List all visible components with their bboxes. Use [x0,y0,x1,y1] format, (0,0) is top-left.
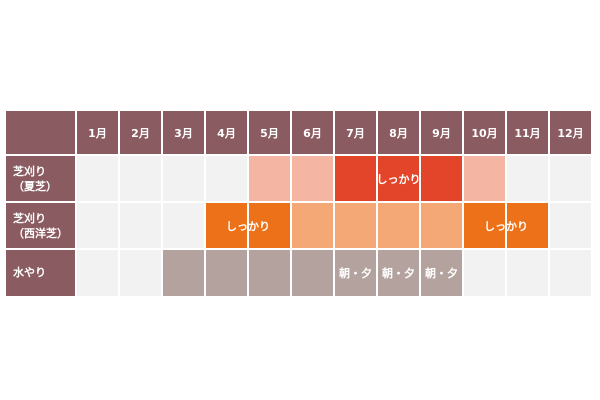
schedule-cell [119,155,162,202]
schedule-cell [291,202,334,249]
schedule-cell [377,155,420,202]
schedule-cell [463,155,506,202]
schedule-cell [506,249,549,296]
grid-line [6,154,592,156]
schedule-cell [334,249,377,296]
row-header-western: 芝刈り （西洋芝） [6,202,76,249]
activity-label: 朝・夕 [382,266,415,280]
schedule-cell [463,249,506,296]
schedule-cell [248,202,291,249]
activity-label: しっかり [376,172,421,186]
grid-line [247,111,249,296]
activity-label: 朝・夕 [425,266,458,280]
schedule-cell [76,249,119,296]
month-header: 7月 [334,111,377,155]
schedule-cell [334,202,377,249]
grid-line [376,111,378,296]
grid-line [161,111,163,296]
activity-label: しっかり [226,219,270,233]
month-header: 12月 [549,111,592,155]
schedule-cell [205,249,248,296]
schedule-cell [119,249,162,296]
row-header-water: 水やり [6,249,76,296]
grid-line [333,111,335,296]
schedule-cell [549,202,592,249]
grid-line [548,111,550,296]
grid-line [505,111,507,296]
row-header-summer: 芝刈り （夏芝） [6,155,76,202]
activity-label: 朝・夕 [339,266,372,280]
row-label-line1: 芝刈り [13,164,46,178]
grid-line [462,111,464,296]
month-header: 11月 [506,111,549,155]
schedule-table: 1月 2月 3月 4月 5月 6月 7月 8月 9月 10月 11月 12月 芝刈り （夏芝） 芝刈り （西洋… [6,111,593,297]
schedule-cell [76,202,119,249]
row-label-line1: 芝刈り [13,211,46,225]
schedule-cell [205,202,248,249]
header-corner [6,111,76,155]
month-header: 9月 [420,111,463,155]
month-header: 10月 [463,111,506,155]
row-label-line2: （西洋芝） [13,226,68,240]
schedule-cell [549,249,592,296]
month-header: 1月 [76,111,119,155]
activity-label: しっかり [484,219,528,233]
schedule-cell [420,249,463,296]
grid-line [118,111,120,296]
grid-line [290,111,292,296]
schedule-cell [377,249,420,296]
month-header: 3月 [162,111,205,155]
schedule-cell [420,155,463,202]
grid-line [419,111,421,296]
schedule-cell [506,202,549,249]
schedule-cell [377,202,420,249]
month-header: 2月 [119,111,162,155]
month-header: 6月 [291,111,334,155]
month-header: 4月 [205,111,248,155]
row-label-line1: 水やり [13,266,46,279]
schedule-cell [162,202,205,249]
grid-line [6,248,592,250]
grid-line [591,111,593,296]
schedule-cell [119,202,162,249]
grid-line [204,111,206,296]
grid-line [6,201,592,203]
grid-line [75,111,77,296]
schedule-cell [291,155,334,202]
schedule-cell [549,155,592,202]
schedule-cell [162,155,205,202]
schedule-cell [76,155,119,202]
schedule-cell [205,155,248,202]
schedule-cell [334,155,377,202]
schedule-cell [248,155,291,202]
schedule-cell [506,155,549,202]
schedule-cell [291,249,334,296]
schedule-cell [248,249,291,296]
row-label-line2: （夏芝） [13,179,57,193]
month-header: 5月 [248,111,291,155]
schedule-cell [463,202,506,249]
schedule-cell [420,202,463,249]
month-header: 8月 [377,111,420,155]
schedule-cell [162,249,205,296]
